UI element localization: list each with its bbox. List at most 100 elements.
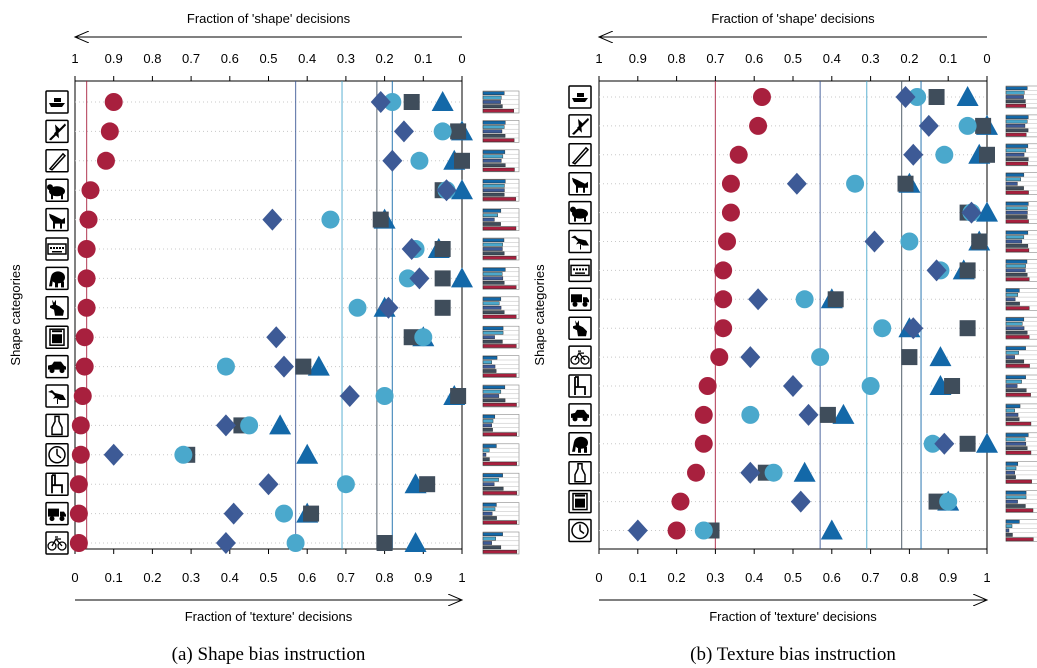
mini-bar-group (1005, 490, 1037, 513)
mini-bar (1005, 95, 1024, 99)
mini-bar (1005, 479, 1032, 484)
circle-marker (721, 174, 740, 193)
car-icon-glyph (571, 409, 589, 418)
mini-bar (482, 503, 497, 507)
square-marker (434, 270, 451, 287)
mini-bar (482, 208, 502, 213)
bear-icon (568, 200, 592, 225)
mini-bar (1005, 433, 1029, 437)
truck-icon-glyph (582, 301, 588, 307)
mini-bar (482, 331, 504, 335)
diamond-marker (378, 296, 399, 319)
mini-bar (482, 414, 496, 419)
mini-bar (1005, 528, 1010, 533)
mini-bar (1005, 248, 1030, 253)
mini-bar (1005, 442, 1027, 446)
top-tick-label: 0 (458, 51, 465, 66)
square-marker (897, 175, 914, 192)
bottom-tick-label: 0.1 (105, 570, 123, 585)
square-marker (975, 117, 992, 134)
diamond-marker (103, 443, 124, 466)
mini-bar (1005, 421, 1032, 426)
bottle-icon (45, 413, 69, 438)
mini-bar (482, 491, 518, 495)
truck-icon-glyph (583, 297, 589, 303)
mini-bar-group (1005, 85, 1037, 109)
keyboard-icon-glyph (50, 247, 52, 249)
mini-bar (482, 133, 506, 138)
bicycle-icon-glyph (570, 355, 580, 365)
bottom-tick-label: 0 (595, 570, 602, 585)
mini-bar-group (1005, 230, 1037, 253)
bird-icon-glyph (580, 244, 581, 250)
mini-bar (482, 364, 496, 369)
bottom-tick-label: 0.7 (862, 570, 880, 585)
bottom-tick-label: 0.4 (221, 570, 239, 585)
mini-bar (482, 373, 517, 378)
circle-marker (75, 328, 94, 347)
circle-marker (752, 88, 771, 106)
circle-marker (923, 434, 942, 453)
mini-bar (482, 486, 504, 491)
circle-marker (900, 232, 919, 251)
diamond-marker (798, 403, 819, 426)
square-marker (979, 146, 995, 163)
mini-bar (1005, 413, 1019, 417)
diamond-marker (401, 238, 422, 260)
mini-bar (1005, 201, 1029, 206)
elephant-icon-glyph (61, 281, 64, 288)
mini-bar-group (482, 120, 520, 143)
triangle-marker (404, 532, 427, 552)
circle-marker (687, 463, 705, 482)
mini-bar-group (482, 237, 520, 261)
triangle-marker (820, 519, 843, 540)
diamond-marker (393, 120, 414, 143)
airplane-icon-glyph (577, 118, 583, 133)
cat-icon-glyph (573, 320, 587, 337)
mini-bar (1005, 152, 1025, 157)
mini-bar (482, 213, 498, 218)
circle-marker (348, 298, 367, 317)
circle-marker (667, 521, 686, 540)
top-tick-label: 1 (71, 51, 78, 66)
mini-bar (1005, 408, 1015, 413)
bear-icon-glyph (572, 208, 588, 219)
diamond-marker (223, 502, 244, 525)
keyboard-icon-glyph (53, 247, 55, 249)
elephant-icon-glyph (55, 281, 58, 288)
keyboard-icon-glyph (579, 268, 581, 271)
mini-bar (1005, 450, 1032, 455)
circle-marker (718, 232, 737, 251)
circle-marker (764, 463, 783, 482)
bottom-tick-label: 0.2 (668, 570, 686, 585)
mini-bar (482, 394, 500, 398)
mini-bar (482, 432, 517, 437)
car-icon-glyph (59, 368, 65, 374)
triangle-marker (451, 267, 473, 288)
truck-icon-glyph (571, 294, 582, 303)
mini-bar (482, 457, 490, 462)
top-tick-label: 0.2 (376, 51, 394, 66)
circle-marker (100, 122, 119, 141)
keyboard-icon-glyph (570, 264, 590, 277)
circle-marker (741, 405, 760, 424)
bottom-tick-label: 0.8 (376, 570, 394, 585)
bicycle-icon (568, 345, 592, 369)
diamond-marker (918, 114, 939, 137)
mini-bar (482, 516, 497, 520)
keyboard-icon (45, 237, 69, 261)
triangle-marker (956, 86, 979, 106)
mini-bar (1005, 359, 1025, 364)
mini-bar (482, 369, 497, 373)
mini-bar (1005, 115, 1029, 119)
mini-bar (1005, 235, 1025, 239)
triangle-marker (832, 403, 855, 424)
circle-marker (811, 348, 830, 367)
circle-marker (433, 122, 452, 141)
top-tick-label: 0.9 (105, 51, 123, 66)
mini-bar (482, 242, 503, 247)
mini-bar-group (482, 531, 520, 555)
mini-bar (1005, 326, 1025, 331)
bird-icon-glyph (57, 399, 58, 404)
oven-icon-glyph (572, 492, 588, 511)
